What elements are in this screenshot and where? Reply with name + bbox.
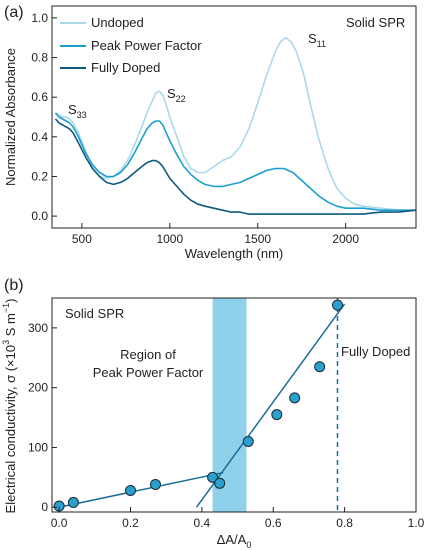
data-point	[331, 299, 343, 311]
chart-b: 0.0 0.2 0.4 0.6 0.8 1.0 0 100 200 300 Solid SPR R…	[1, 297, 425, 550]
fully-doped-label: Fully Doped	[341, 344, 410, 359]
x-tick-label: 1.0	[408, 516, 425, 530]
legend-label-peak-power-factor: Peak Power Factor	[91, 38, 202, 53]
x-tick-label: 1000	[156, 232, 183, 246]
y-tick-label: 0.0	[31, 209, 48, 223]
panel-a-label: (a)	[4, 4, 24, 21]
x-tick-label: 2000	[332, 232, 359, 246]
x-tick-label: 0.6	[265, 516, 282, 530]
data-point	[214, 477, 226, 489]
chart-b-ticks: 0.0 0.2 0.4 0.6 0.8 1.0 0 100 200 300	[28, 321, 425, 530]
y-tick-label: 0.8	[31, 51, 48, 65]
data-point	[125, 484, 137, 496]
peak-label-s11: S11	[308, 31, 326, 49]
y-tick-label: 100	[28, 440, 48, 454]
peak-label-s22: S22	[167, 86, 186, 104]
fit-line-2	[195, 303, 346, 508]
chart-a: 500 1000 1500 2000 0.0 0.2 0.4 0.6 0.8 1.0 Undope…	[3, 5, 417, 261]
chart-a-annotation: Solid SPR	[346, 15, 405, 30]
y-tick-label: 1.0	[31, 11, 48, 25]
chart-a-legend: Undoped Peak Power Factor Fully Doped	[60, 15, 202, 75]
data-point	[242, 435, 254, 447]
chart-a-ylabel: Normalized Absorbance	[3, 48, 18, 186]
y-tick-label: 0	[41, 500, 48, 514]
chart-b-ylabel: Electrical conductivity, σ (×103 S m−1)	[1, 299, 18, 514]
series-line-undoped	[55, 36, 416, 211]
series-line-fully-doped	[54, 118, 417, 215]
chart-b-fit-lines	[58, 303, 346, 508]
chart-a-series	[54, 36, 417, 215]
region-label-line2: Peak Power Factor	[93, 365, 204, 380]
panel-b-label: (b)	[4, 277, 24, 294]
chart-a-xlabel: Wavelength (nm)	[185, 246, 284, 261]
x-tick-label: 0.4	[194, 516, 211, 530]
data-point	[314, 361, 326, 373]
peak-label-s33: S33	[68, 102, 87, 120]
fit-line-1	[58, 471, 224, 508]
data-point	[149, 479, 161, 491]
region-label-line1: Region of	[120, 347, 176, 362]
chart-b-annotation: Solid SPR	[65, 306, 124, 321]
y-tick-label: 0.4	[31, 130, 48, 144]
chart-b-xlabel: ΔA/A0	[217, 532, 252, 550]
data-point	[289, 392, 301, 404]
y-tick-label: 0.6	[31, 90, 48, 104]
x-tick-label: 500	[72, 232, 92, 246]
data-point	[67, 496, 79, 508]
chart-a-frame	[51, 5, 417, 229]
chart-b-points	[53, 299, 343, 512]
x-tick-label: 1500	[244, 232, 271, 246]
chart-b-frame	[51, 297, 417, 513]
x-tick-label: 0.8	[336, 516, 353, 530]
y-tick-label: 300	[28, 321, 48, 335]
data-point	[271, 409, 283, 421]
y-tick-label: 200	[28, 381, 48, 395]
y-tick-label: 0.2	[31, 169, 48, 183]
x-tick-label: 0.2	[122, 516, 139, 530]
series-line-peak-power-factor	[54, 112, 416, 211]
data-point	[207, 471, 219, 483]
x-tick-label: 0.0	[51, 516, 68, 530]
legend-label-undoped: Undoped	[91, 15, 144, 30]
chart-a-ticks: 500 1000 1500 2000 0.0 0.2 0.4 0.6 0.8 1.0	[31, 11, 359, 246]
legend-label-fully-doped: Fully Doped	[91, 60, 160, 75]
